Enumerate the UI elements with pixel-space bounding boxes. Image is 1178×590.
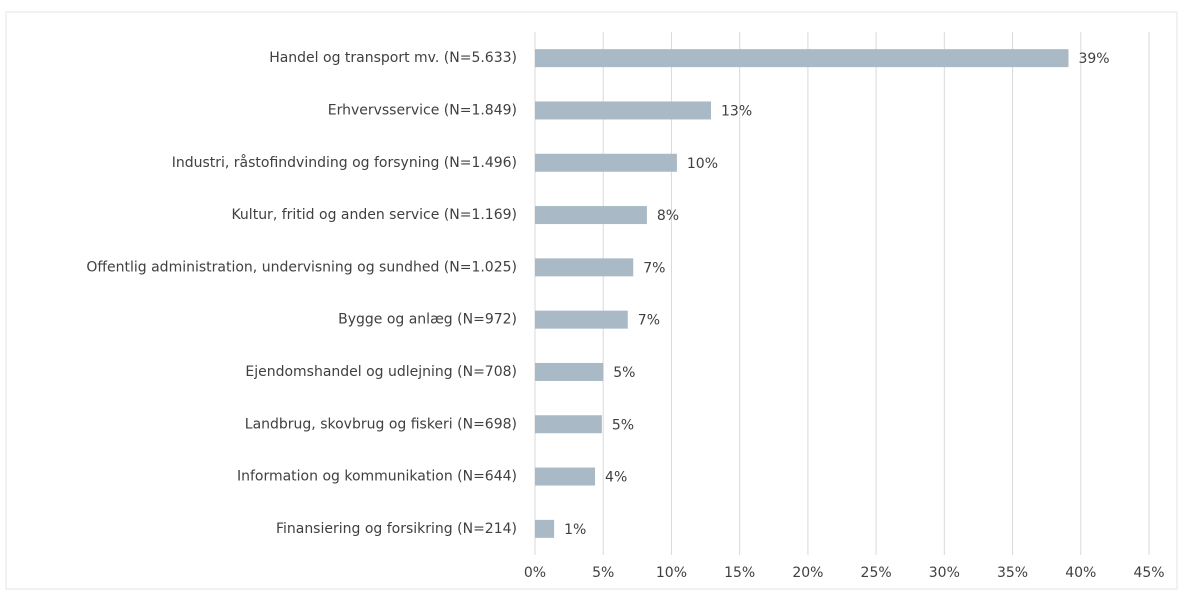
category-label: Offentlig administration, undervisning o… (86, 259, 517, 275)
x-tick-label: 10% (656, 565, 687, 581)
value-label: 39% (1078, 51, 1109, 67)
category-label: Handel og transport mv. (N=5.633) (269, 50, 517, 66)
x-tick-label: 5% (592, 565, 614, 581)
value-label: 13% (721, 103, 752, 119)
value-label: 7% (638, 313, 660, 329)
x-tick-label: 0% (524, 565, 546, 581)
bar (535, 362, 604, 381)
value-label: 8% (657, 208, 679, 224)
value-label: 1% (564, 522, 586, 538)
x-tick-label: 35% (997, 565, 1028, 581)
x-tick-label: 20% (792, 565, 823, 581)
x-tick-label: 15% (724, 565, 755, 581)
x-tick-label: 40% (1065, 565, 1096, 581)
category-label: Landbrug, skovbrug og fiskeri (N=698) (245, 416, 517, 432)
category-label: Erhvervsservice (N=1.849) (328, 102, 517, 118)
bar (535, 206, 647, 225)
value-label: 7% (643, 260, 665, 276)
x-tick-label: 45% (1133, 565, 1164, 581)
bar (535, 467, 596, 486)
bar (535, 415, 602, 434)
bar (535, 519, 555, 538)
category-label: Finansiering og forsikring (N=214) (276, 521, 517, 537)
value-label: 4% (605, 470, 627, 486)
value-label: 5% (613, 365, 635, 381)
category-label: Industri, råstofindvinding og forsyning … (172, 154, 517, 171)
x-tick-label: 25% (861, 565, 892, 581)
bar (535, 153, 677, 172)
category-label: Kultur, fritid og anden service (N=1.169… (231, 207, 517, 223)
category-label: Information og kommunikation (N=644) (237, 469, 517, 485)
bar (535, 258, 634, 277)
bar (535, 49, 1069, 68)
x-tick-label: 30% (929, 565, 960, 581)
value-label: 10% (687, 156, 718, 172)
bar (535, 101, 712, 120)
category-label: Bygge og anlæg (N=972) (338, 312, 517, 328)
value-label: 5% (612, 417, 634, 433)
category-label: Ejendomshandel og udlejning (N=708) (245, 364, 517, 380)
chart-frame (5, 11, 1178, 590)
bar (535, 310, 628, 329)
